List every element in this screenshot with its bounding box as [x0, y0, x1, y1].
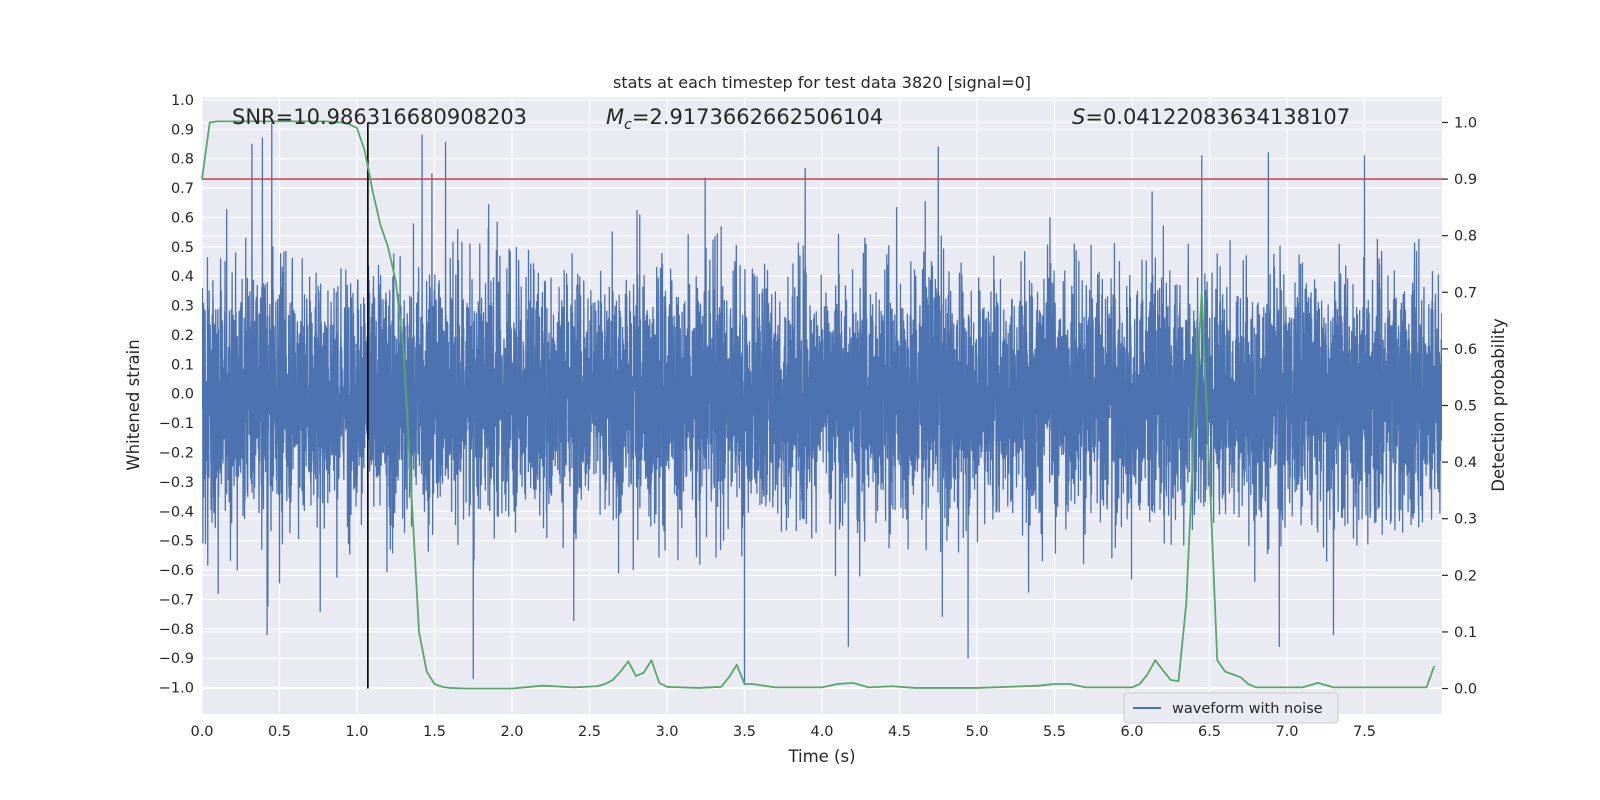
y-left-tick-label: −1.0 [159, 681, 194, 697]
y-left-tick-label: 0.4 [171, 269, 194, 285]
waveform-line [202, 122, 1442, 686]
y-left-tick-label: 0.0 [171, 387, 194, 403]
y-left-tick-label: 0.8 [171, 152, 194, 168]
y-left-tick-label: −0.4 [159, 504, 194, 520]
y-right-tick-label: 0.4 [1454, 455, 1477, 471]
y-left-tick-label: 0.3 [171, 299, 194, 315]
y-left-tick-label: 0.9 [171, 122, 194, 138]
y-right-tick-label: 0.6 [1454, 342, 1477, 358]
y-left-tick-label: −0.1 [159, 416, 194, 432]
x-tick-label: 5.5 [1043, 724, 1066, 740]
chirp-mass-annotation: Mc=2.9173662662506104 [606, 105, 883, 133]
legend: waveform with noise [1123, 692, 1339, 724]
y-right-tick-label: 0.2 [1454, 568, 1477, 584]
y-left-tick-label: 1.0 [171, 93, 194, 109]
x-tick-label: 3.5 [733, 724, 756, 740]
x-tick-label: 2.0 [500, 724, 523, 740]
chart-title: stats at each timestep for test data 382… [613, 73, 1031, 92]
y-left-tick-label: 0.1 [171, 357, 194, 373]
probability-line [201, 120, 1436, 690]
legend-label: waveform with noise [1172, 701, 1323, 717]
y-left-tick-label: −0.3 [159, 475, 194, 491]
y-right-tick-label: 0.5 [1454, 399, 1477, 415]
y-left-tick-label: −0.9 [159, 651, 194, 667]
x-tick-label: 3.0 [655, 724, 678, 740]
y-left-tick-label: 0.7 [171, 181, 194, 197]
x-tick-label: 7.0 [1275, 724, 1298, 740]
y-left-tick-label: −0.5 [159, 534, 194, 550]
s-annotation: S=0.04122083634138107 [1072, 105, 1350, 129]
y-axis-left-title: Whitened strain [124, 339, 143, 470]
x-tick-label: 4.0 [810, 724, 833, 740]
y-axis-right-title: Detection probability [1489, 318, 1508, 492]
y-right-tick-label: 1.0 [1454, 115, 1477, 131]
x-tick-label: 0.5 [268, 724, 291, 740]
y-axis-left: 1.0 0.9 0.8 0.7 0.6 0.5 0.4 0.3 0.2 0.1 0.0 −0.1 −0.… [159, 93, 194, 697]
x-tick-label: 1.0 [345, 724, 368, 740]
y-left-tick-label: −0.7 [159, 592, 194, 608]
y-left-tick-label: −0.8 [159, 622, 194, 638]
legend-box [1123, 692, 1339, 724]
y-left-tick-label: 0.5 [171, 240, 194, 256]
snr-annotation: SNR=10.986316680908203 [232, 105, 527, 129]
y-right-tick-label: 0.8 [1454, 229, 1477, 245]
x-tick-label: 1.5 [423, 724, 446, 740]
x-tick-label: 2.5 [578, 724, 601, 740]
x-tick-label: 4.5 [888, 724, 911, 740]
x-tick-label: 6.5 [1198, 724, 1221, 740]
y-left-tick-label: 0.6 [171, 210, 194, 226]
x-tick-label: 5.0 [965, 724, 988, 740]
y-right-tick-label: 0.9 [1454, 172, 1477, 188]
waveform-series [202, 122, 1442, 686]
y-right-tick-label: 0.1 [1454, 625, 1477, 641]
y-left-tick-label: −0.2 [159, 446, 194, 462]
y-right-tick-label: 0.3 [1454, 512, 1477, 528]
x-tick-label: 7.5 [1353, 724, 1376, 740]
x-tick-label: 6.0 [1120, 724, 1143, 740]
y-right-tick-label: 0.0 [1454, 682, 1477, 698]
y-axis-right: 1.0 0.9 0.8 0.7 0.6 0.5 0.4 0.3 0.2 0.1 0.0 [1442, 115, 1477, 698]
y-right-tick-label: 0.7 [1454, 285, 1477, 301]
y-left-tick-label: −0.6 [159, 563, 194, 579]
x-axis-title: Time (s) [787, 747, 855, 766]
x-tick-label: 0.0 [190, 724, 213, 740]
y-left-tick-label: 0.2 [171, 328, 194, 344]
x-axis: 0.0 0.5 1.0 1.5 2.0 2.5 3.0 3.5 4.0 4.5 5.0 5.5 6.0 6… [190, 724, 1376, 740]
